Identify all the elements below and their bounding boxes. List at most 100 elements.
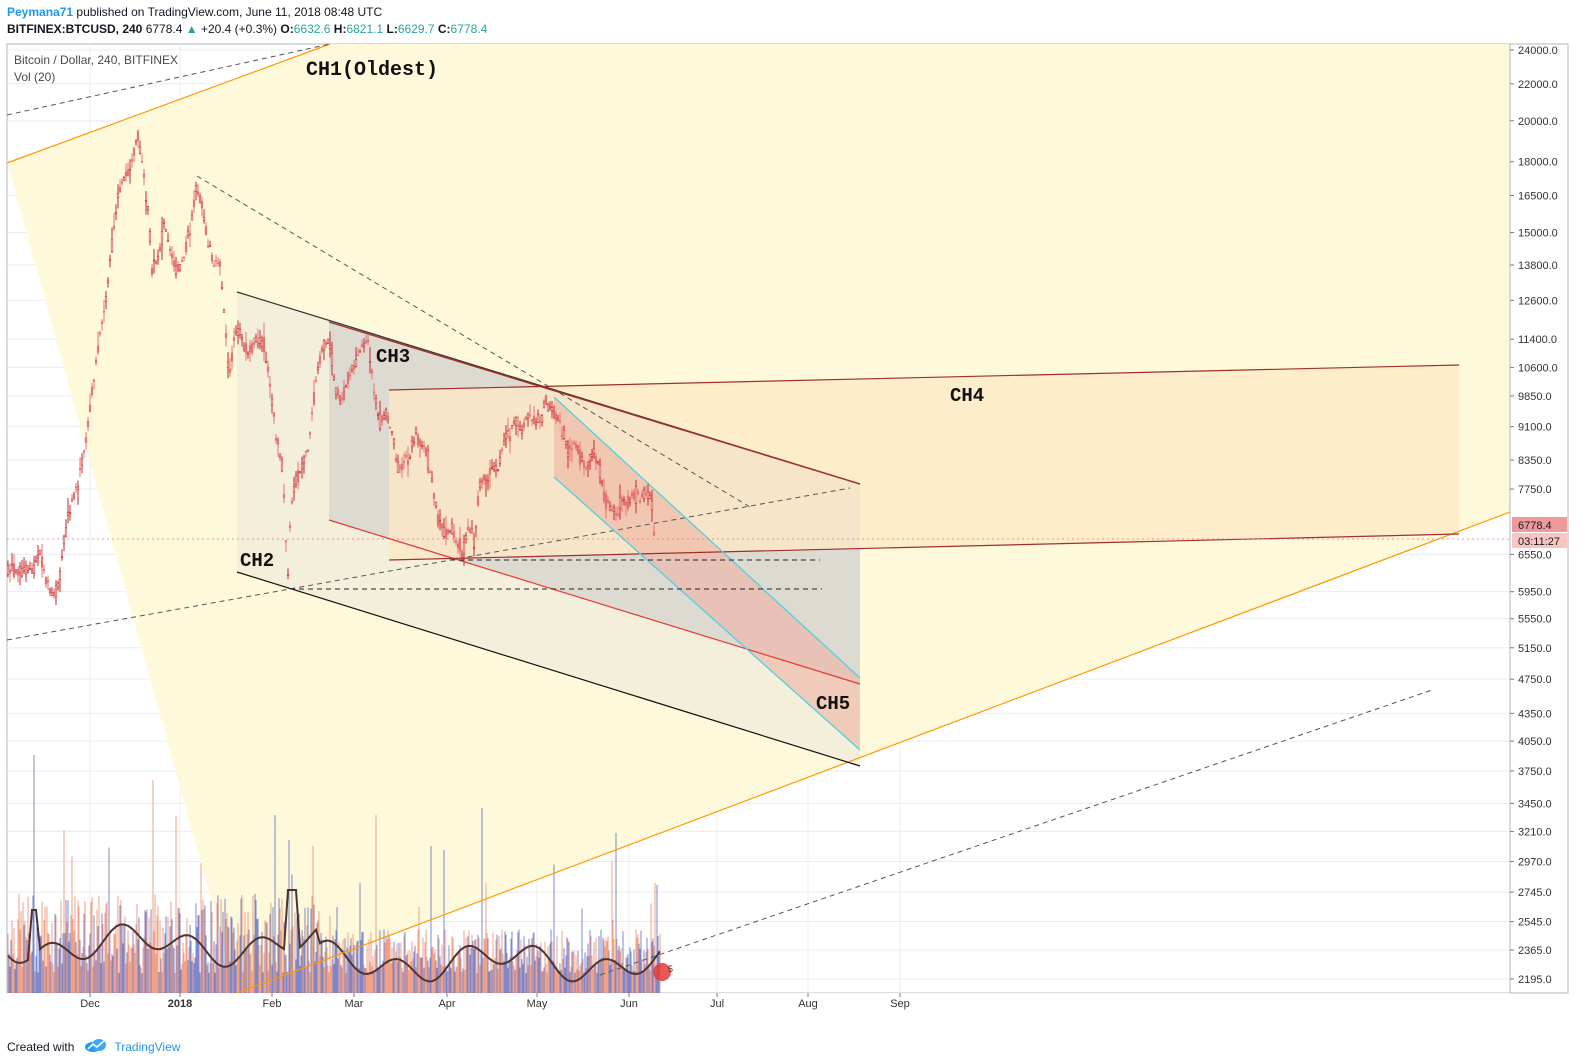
- symbol-label: BITFINEX:BTCUSD, 240: [7, 22, 143, 36]
- publish-info: Peymana71 published on TradingView.com, …: [7, 5, 382, 19]
- candle-body: [362, 343, 366, 347]
- candle-body: [424, 447, 428, 456]
- price-tick-label: 13800.0: [1518, 260, 1558, 272]
- time-axis[interactable]: [7, 993, 1510, 1013]
- candle-body: [512, 420, 516, 425]
- price-tick-label: 20000.0: [1518, 116, 1558, 128]
- price-tick-label: 18000.0: [1518, 157, 1558, 169]
- candle-body: [202, 216, 206, 222]
- candle-body: [320, 347, 324, 352]
- candle-body: [390, 431, 394, 433]
- high-label: H:: [333, 22, 347, 36]
- dashed-support-line: [6, 487, 851, 641]
- candle-body: [46, 580, 50, 583]
- candle-body: [538, 420, 542, 423]
- candle-body: [244, 342, 248, 354]
- candle-body: [428, 471, 432, 473]
- candle-body: [298, 471, 302, 473]
- candle-body: [120, 181, 124, 184]
- candle-body: [178, 264, 182, 271]
- candle-body: [80, 458, 84, 466]
- candle-body: [72, 492, 76, 500]
- price-tick-label: 22000.0: [1518, 79, 1558, 91]
- candle-body: [156, 256, 160, 260]
- flag-count: 5: [668, 964, 673, 974]
- candle-body: [472, 547, 476, 549]
- candle-body: [128, 168, 132, 171]
- candle-body: [274, 437, 278, 441]
- candle-body: [618, 497, 622, 509]
- ch3-upper-line: [328, 321, 861, 485]
- time-tick-label: Sep: [890, 998, 910, 1010]
- candle-body: [206, 245, 210, 248]
- candle-body: [646, 491, 650, 499]
- candle-body: [534, 422, 538, 426]
- candle-body: [192, 199, 196, 208]
- candle-body: [414, 428, 418, 434]
- candle-body: [98, 332, 102, 335]
- change-value: +20.4 (+0.3%): [200, 22, 278, 36]
- candle-body: [460, 551, 464, 558]
- candle-body: [630, 492, 634, 496]
- ch2-lower-line: [236, 571, 861, 767]
- candle-body: [600, 480, 604, 484]
- candle-body: [296, 470, 300, 483]
- candle-body: [352, 365, 356, 370]
- candle-body: [530, 419, 534, 422]
- candle-body: [510, 425, 514, 429]
- ch2-label: CH2: [240, 550, 274, 572]
- dashed-lower-parallel: [599, 689, 1433, 976]
- candle-body: [254, 337, 258, 343]
- candle-body: [344, 385, 348, 388]
- candle-body: [446, 529, 450, 535]
- candle-body: [252, 342, 256, 345]
- author-link[interactable]: Peymana71: [7, 5, 74, 19]
- candle-body: [338, 396, 342, 401]
- ch4-lower-line: [388, 533, 1460, 561]
- candle-body: [376, 413, 380, 416]
- flag-icon[interactable]: [653, 963, 671, 981]
- candle-body: [266, 366, 270, 373]
- candle-body: [524, 416, 528, 420]
- candle-body: [636, 491, 640, 495]
- candle-body: [236, 328, 240, 336]
- candle-body: [90, 386, 94, 395]
- tradingview-brand-link[interactable]: TradingView: [114, 1039, 181, 1054]
- price-tick-label: 9100.0: [1518, 422, 1552, 434]
- ch1-upper-line: [6, 43, 331, 164]
- last-price-badge-label: 6778.4: [1518, 520, 1552, 532]
- last-price-badge: [1512, 517, 1567, 532]
- price-tick-label: 24000.0: [1518, 45, 1558, 57]
- candle-body: [198, 194, 202, 204]
- candle-body: [322, 340, 326, 351]
- candle-body: [644, 493, 648, 495]
- time-tick-label: Aug: [798, 998, 818, 1010]
- candle-body: [576, 446, 580, 451]
- price-tick-label: 2365.0: [1518, 945, 1552, 957]
- candle-body: [130, 159, 134, 162]
- candle-body: [408, 456, 412, 459]
- candle-body: [436, 514, 440, 527]
- candle-body: [430, 478, 434, 482]
- candle-body: [370, 369, 374, 374]
- candle-body: [26, 570, 30, 573]
- candle-body: [526, 414, 530, 419]
- candle-body: [270, 398, 274, 406]
- candle-body: [354, 359, 358, 367]
- candle-body: [10, 563, 14, 566]
- candle-body: [112, 225, 116, 229]
- time-tick-label: Apr: [438, 998, 455, 1010]
- candle-body: [186, 230, 190, 236]
- candle-body: [260, 340, 264, 347]
- candle-body: [138, 146, 142, 154]
- candle-body: [228, 368, 232, 373]
- candle-body: [566, 452, 570, 458]
- candle-body: [314, 379, 318, 382]
- candle-body: [184, 241, 188, 253]
- up-arrow-icon: ▲: [185, 22, 198, 36]
- candle-body: [56, 582, 60, 589]
- price-tick-label: 5950.0: [1518, 587, 1552, 599]
- candle-body: [250, 343, 254, 354]
- candle-body: [594, 456, 598, 464]
